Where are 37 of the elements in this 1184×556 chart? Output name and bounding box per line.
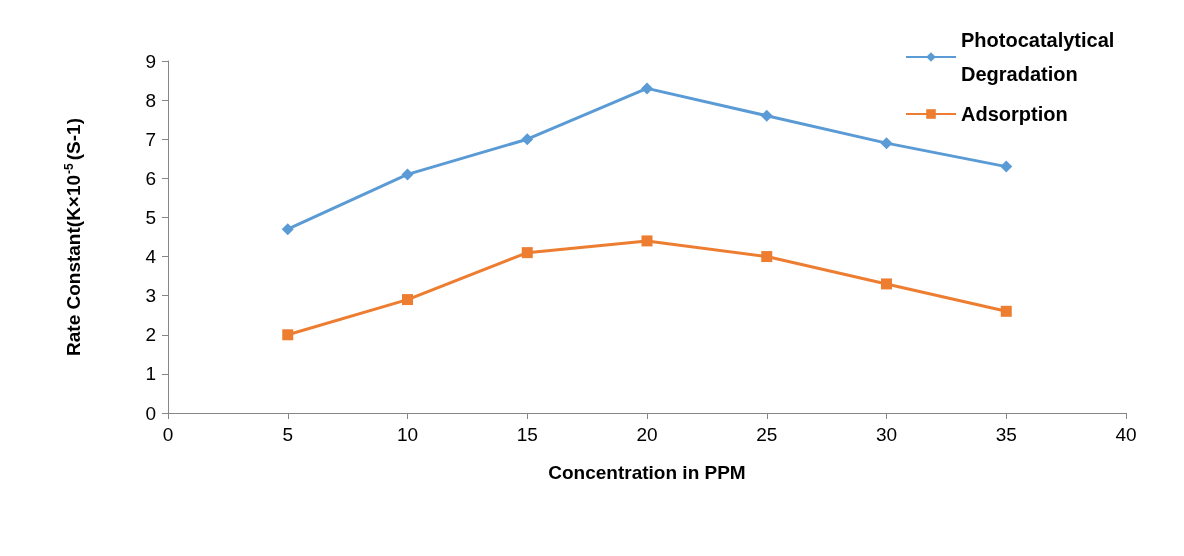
x-tick-label: 15 [516, 424, 538, 445]
point [521, 133, 534, 146]
point [641, 235, 653, 247]
point [402, 294, 413, 306]
point [760, 109, 773, 122]
x-tick-label: 5 [282, 424, 294, 445]
point [401, 168, 414, 181]
x-axis-title: Concentration in PPM [548, 462, 746, 483]
point [282, 329, 294, 341]
x-tick-label: 40 [1115, 424, 1137, 445]
x-tick-label: 30 [875, 424, 898, 445]
y-tick-label: 1 [145, 363, 156, 385]
x-tick-label: 20 [636, 424, 658, 445]
y-tick-label: 8 [145, 89, 156, 111]
y-tick-label: 7 [145, 128, 156, 150]
y-tick-label: 4 [145, 246, 157, 268]
y-tick-label: 2 [145, 324, 156, 346]
point [521, 247, 533, 259]
point [281, 223, 294, 236]
point [880, 137, 893, 150]
point [761, 251, 773, 263]
x-tick-label: 25 [756, 424, 778, 445]
y-tick-label: 5 [145, 206, 156, 228]
point [881, 278, 892, 290]
y-tick-label: 0 [145, 402, 156, 424]
y-axis-title: Rate Constant(K×10-5(S-1) [62, 118, 84, 356]
y-tick-label: 9 [145, 50, 156, 72]
legend-label: Adsorption [961, 103, 1068, 125]
point [1000, 305, 1012, 317]
point [641, 82, 653, 95]
y-tick-label: 3 [145, 285, 156, 307]
x-tick-label: 35 [995, 424, 1017, 445]
x-tick-label: 0 [162, 424, 174, 445]
point [1000, 160, 1013, 173]
legend-label: Photocatalytical Degradation [961, 29, 1120, 85]
y-tick-label: 6 [145, 167, 156, 189]
x-tick-label: 10 [396, 424, 419, 445]
